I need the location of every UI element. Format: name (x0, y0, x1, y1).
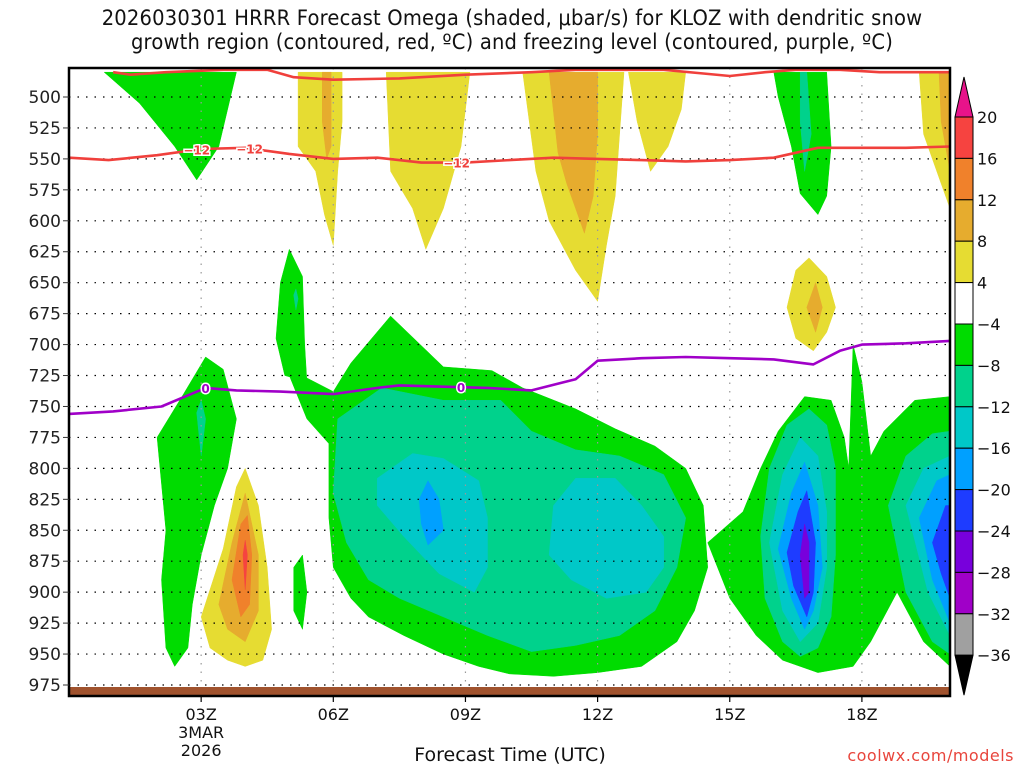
y-tick-label-800: 800 (29, 459, 61, 479)
colorbar-bin-8_12 (954, 199, 974, 242)
omega-region-purple-right-17z (799, 524, 810, 599)
y-tick-label-500: 500 (29, 88, 61, 108)
omega-region-yellow-column-09z (385, 71, 471, 251)
y-tick-label-550: 550 (29, 150, 61, 170)
colorbar-label--36: −36 (977, 646, 1011, 665)
contour-freezing-level-0 (69, 339, 950, 416)
omega-region-orange-column-12z (548, 71, 598, 235)
omega-region-darkorange-blob-04z (231, 514, 253, 618)
y-tick-label-675: 675 (29, 305, 61, 325)
y-axis: 500 525 550 575 600 625 650 675 700 725 750 775 800 8… (29, 88, 69, 696)
omega-region-blue-right-edge (932, 505, 950, 599)
colorbar-label--28: −28 (977, 563, 1011, 582)
x-tick-label-09Z: 09Z (450, 705, 481, 724)
omega-region-teal-strip-17z (799, 71, 812, 172)
y-tick-label-650: 650 (29, 274, 61, 294)
colorbar-label--12: −12 (977, 398, 1011, 417)
colorbar-label--4: −4 (977, 315, 1001, 334)
colorbar-bin--16_-12 (954, 406, 974, 449)
source-credit[interactable]: coolwx.com/models (847, 746, 1014, 765)
y-tick-label-525: 525 (29, 119, 61, 139)
y-tick-label-700: 700 (29, 336, 61, 356)
colorbar-bin--24_-20 (954, 489, 974, 532)
colorbar-label--24: −24 (977, 522, 1011, 541)
y-tick-label-600: 600 (29, 212, 61, 232)
y-tick-label-575: 575 (29, 181, 61, 201)
y-tick-label-625: 625 (29, 243, 61, 263)
colorbar-label--16: −16 (977, 439, 1011, 458)
contour-label-dendritic-minus12-1: −12 (236, 142, 263, 156)
omega-region-teal-fleck-05z (293, 287, 299, 310)
y-tick-label-925: 925 (29, 614, 61, 634)
temperature-contours: −12 −12 −12 0 0 (69, 68, 950, 416)
contour-label-freezing-level-0-0: 0 (201, 382, 209, 396)
omega-region-teal-fleck-03z (196, 399, 206, 457)
colorbar-extend-min (954, 654, 974, 696)
colorbar-label--32: −32 (977, 605, 1011, 624)
x-tick-label-03Z: 03Z (185, 705, 216, 724)
contour-dendritic-minus12 (69, 145, 950, 164)
y-tick-label-775: 775 (29, 428, 61, 448)
x-tick-sublabel-2026: 2026 (181, 741, 222, 760)
chart-title-line-1: 2026030301 HRRR Forecast Omega (shaded, … (101, 6, 923, 30)
ground-surface (69, 687, 950, 696)
omega-region-orange-strip-06z (322, 71, 332, 159)
y-tick-label-850: 850 (29, 521, 61, 541)
colorbar-bin--32_-28 (954, 571, 974, 615)
colorbar: 20 16 12 8 4 −4 −8 −12 −16 −20 −24 −28 −32 −36 (954, 76, 1011, 696)
contour-label-dendritic-minus12-0: −12 (183, 144, 210, 158)
colorbar-label-12: 12 (977, 191, 997, 210)
colorbar-bin-12_16 (954, 157, 974, 201)
colorbar-label--8: −8 (977, 356, 1001, 375)
x-tick-label-06Z: 06Z (318, 705, 349, 724)
x-tick-sublabel-3MAR: 3MAR (178, 723, 224, 742)
omega-region-green-fleck-05z (293, 554, 308, 631)
contour-dendritic-minus12-top (112, 68, 950, 81)
omega-region-green-tongue-03z (103, 71, 237, 181)
colorbar-bin--36_-32 (954, 613, 974, 656)
contour-label-freezing-level-0-1: 0 (457, 381, 465, 395)
contour-label-dendritic-minus12-2: −12 (443, 157, 470, 171)
colorbar-label-20: 20 (977, 108, 997, 127)
colorbar-bin--12_-8 (954, 364, 974, 408)
omega-region-red-streak-04z (242, 540, 248, 590)
x-tick-label-18Z: 18Z (846, 705, 877, 724)
colorbar-bin-16_20 (954, 116, 974, 159)
y-tick-label-750: 750 (29, 397, 61, 417)
colorbar-label-16: 16 (977, 149, 997, 168)
x-tick-label-15Z: 15Z (714, 705, 745, 724)
y-tick-label-825: 825 (29, 490, 61, 510)
x-tick-label-12Z: 12Z (582, 705, 613, 724)
colorbar-bin--8_-4 (954, 323, 974, 366)
colorbar-label-4: 4 (977, 274, 987, 293)
y-tick-label-900: 900 (29, 583, 61, 603)
chart-title-line-2: growth region (contoured, red, ºC) and f… (130, 30, 894, 54)
colorbar-bin--28_-24 (954, 530, 974, 573)
colorbar-bin-4_8 (954, 240, 974, 284)
colorbar-bin--4_4 (954, 282, 974, 325)
colorbar-label-8: 8 (977, 232, 987, 251)
y-tick-label-950: 950 (29, 645, 61, 665)
y-tick-label-975: 975 (29, 676, 61, 696)
omega-region-orange-diamond-17z (806, 281, 823, 334)
omega-shaded-regions (103, 71, 950, 677)
x-axis-title: Forecast Time (UTC) (414, 744, 606, 766)
chart-title: 2026030301 HRRR Forecast Omega (shaded, … (36, 6, 988, 54)
omega-region-cyan-blob-12z (548, 478, 664, 599)
y-tick-label-875: 875 (29, 552, 61, 572)
plot-frame (67, 66, 952, 698)
colorbar-extend-max (954, 76, 974, 118)
colorbar-label--20: −20 (977, 481, 1011, 500)
y-tick-label-725: 725 (29, 367, 61, 387)
omega-region-green-left-03z (156, 356, 237, 667)
colorbar-bin--20_-16 (954, 447, 974, 491)
